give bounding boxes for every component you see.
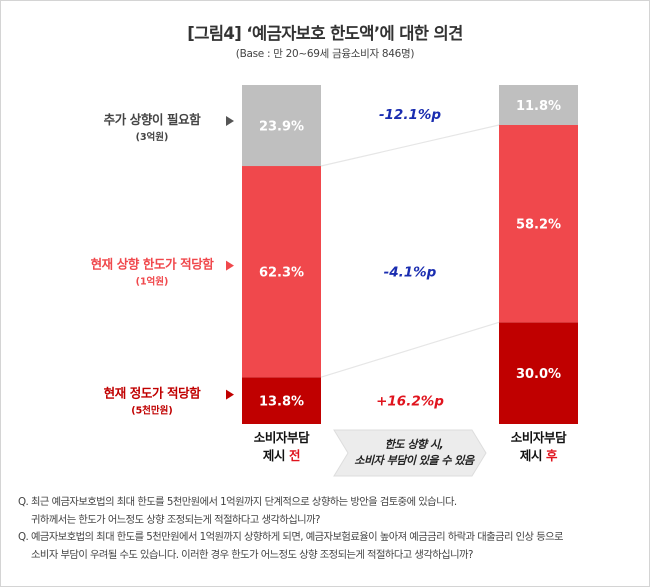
stacked-bar-chart: 13.8% 62.3% 23.9% 30.0% 58.2% 11.8% +16.2%p -4.… [91, 85, 578, 477]
series-marker-mid [226, 260, 234, 271]
transition-label-line-1: 한도 상향 시, [385, 438, 443, 451]
data-label-bar-2-bottom: 30.0% [516, 367, 561, 382]
category-label-1-line-1: 소비자부담 [254, 430, 310, 445]
change-label-mid: -4.1%p [384, 265, 437, 281]
connector-line-bottom [320, 321, 500, 378]
series-sublabel-bottom: (5천만원) [131, 405, 173, 417]
category-label-2-prefix: 제시 [520, 448, 546, 463]
series-marker-top [226, 116, 234, 126]
bar-1-segment-bottom [242, 377, 321, 424]
bar-2-segment-mid [499, 125, 578, 323]
series-label-bottom: 현재 정도가 적당함 [104, 386, 202, 401]
question-2: Q. 예금자보호법의 최대 한도를 5천만원에서 1억원까지 상향하게 되면, … [18, 529, 643, 564]
transition-arrow [333, 429, 487, 477]
bar-2-segment-bottom [499, 322, 578, 424]
bar-1-segment-mid [242, 166, 321, 378]
category-label-2-accent: 후 [546, 448, 558, 463]
question-1: Q. 최근 예금자보호법의 최대 한도를 5천만원에서 1억원까지 단계적으로 … [18, 494, 643, 529]
data-label-bar-1-top: 23.9% [259, 120, 304, 135]
category-label-1-line-2: 제시 전 [263, 448, 300, 463]
series-sublabel-top: (3억원) [136, 131, 169, 143]
question-2-line-2: 소비자 부담이 우려될 수도 있습니다. 이러한 경우 한도가 어느정도 상향 … [31, 548, 473, 561]
category-label-1-accent: 전 [289, 448, 300, 463]
question-1-line-1: Q. 최근 예금자보호법의 최대 한도를 5천만원에서 1억원까지 단계적으로 … [18, 496, 457, 508]
change-label-bottom: +16.2%p [376, 394, 444, 410]
change-label-top: -12.1%p [379, 107, 441, 123]
series-sublabel-mid: (1억원) [136, 276, 169, 288]
transition-label-line-2: 소비자 부담이 있을 수 있음 [354, 454, 475, 467]
chart-title: [그림4] ‘예금자보호 한도액’에 대한 의견 [187, 24, 463, 43]
data-label-bar-2-top: 11.8% [516, 99, 561, 114]
data-label-bar-1-mid: 62.3% [259, 266, 304, 281]
series-marker-bottom [226, 389, 234, 400]
question-2-line-1: Q. 예금자보호법의 최대 한도를 5천만원에서 1억원까지 상향하게 되면, … [18, 531, 564, 543]
chart-subtitle: (Base : 만 20~69세 금융소비자 846명) [235, 48, 415, 60]
data-label-bar-1-bottom: 13.8% [259, 395, 304, 410]
survey-questions: Q. 최근 예금자보호법의 최대 한도를 5천만원에서 1억원까지 단계적으로 … [18, 494, 643, 564]
series-label-top: 추가 상향이 필요함 [104, 112, 202, 127]
question-1-line-2: 귀하께서는 한도가 어느정도 상향 조정되는게 적절하다고 생각하십니까? [31, 513, 321, 526]
bar-1-segment-top [242, 85, 321, 167]
bar-2-segment-top [499, 85, 578, 126]
category-label-2-line-1: 소비자부담 [511, 430, 567, 445]
category-label-2-line-2: 제시 후 [520, 448, 558, 463]
category-label-1-prefix: 제시 [263, 448, 289, 463]
data-label-bar-2-mid: 58.2% [516, 218, 561, 233]
series-label-mid: 현재 상향 한도가 적당함 [91, 257, 215, 272]
connector-line-mid [320, 124, 500, 167]
